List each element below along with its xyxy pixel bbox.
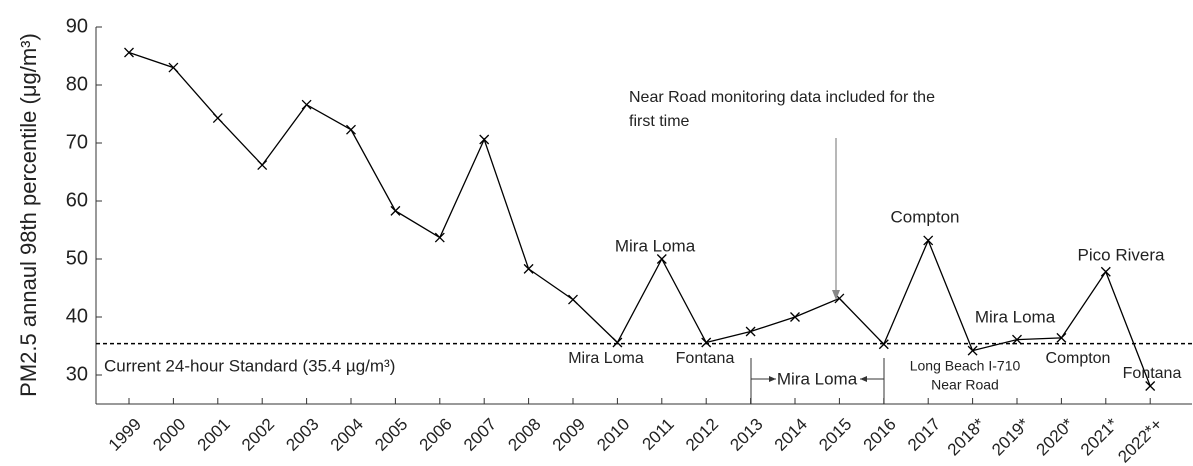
annotation: Long Beach I-710 <box>910 358 1021 374</box>
data-marker <box>701 337 712 348</box>
data-marker <box>346 124 356 135</box>
x-tick-label: 2012 <box>682 415 722 455</box>
annotation: Compton <box>1046 350 1111 367</box>
annotation: Near Road monitoring data included for t… <box>629 89 935 106</box>
x-tick-label: 2013 <box>726 415 766 455</box>
y-tick-label: 40 <box>66 305 88 327</box>
x-tick-label: 2005 <box>371 415 411 455</box>
y-tick-label: 60 <box>66 189 88 211</box>
annotation: Compton <box>891 207 960 226</box>
data-marker <box>656 254 667 264</box>
bracket-arrow <box>769 376 776 382</box>
x-tick-label: 2004 <box>327 415 367 455</box>
x-tick-label: 2010 <box>593 415 633 455</box>
annotation: Near Road <box>931 377 999 393</box>
annotation: Mira Loma <box>615 236 696 255</box>
y-tick-label: 70 <box>66 131 88 153</box>
y-tick-label: 50 <box>66 247 88 269</box>
data-marker <box>790 312 800 322</box>
data-marker <box>1100 266 1111 277</box>
data-marker <box>257 160 268 170</box>
data-marker <box>523 263 534 274</box>
data-marker <box>479 134 490 145</box>
x-tick-label: 2020* <box>1033 414 1078 459</box>
x-tick-label: 2015 <box>815 415 855 455</box>
data-marker <box>923 235 934 246</box>
data-marker <box>1145 381 1156 391</box>
annotation: Mira Loma <box>975 307 1056 326</box>
data-marker <box>745 326 756 337</box>
data-marker <box>434 232 445 243</box>
data-marker <box>612 337 623 348</box>
y-tick-label: 90 <box>66 15 88 37</box>
x-tick-label: 2011 <box>639 415 678 454</box>
annotation: Fontana <box>1123 365 1182 382</box>
x-tick-label: 2007 <box>460 415 500 455</box>
y-axis-title: PM2.5 annaul 98th percentile (μg/m³) <box>16 33 41 397</box>
x-tick-label: 2009 <box>549 415 589 455</box>
data-marker <box>390 205 401 216</box>
data-marker <box>212 113 223 124</box>
data-marker <box>967 345 978 356</box>
annotation: Fontana <box>676 350 735 367</box>
x-tick-label: 2002 <box>238 415 278 455</box>
y-tick-label: 30 <box>66 363 88 385</box>
x-tick-label: 2022*+ <box>1114 415 1166 466</box>
annotation: Mira Loma <box>777 369 858 388</box>
x-tick-label: 2008 <box>504 415 544 455</box>
standard-label: Current 24-hour Standard (35.4 µg/m³) <box>104 356 395 375</box>
x-tick-label: 2016 <box>860 415 900 455</box>
data-marker <box>568 294 578 305</box>
data-marker <box>301 99 312 110</box>
annotation: Mira Loma <box>568 350 644 367</box>
x-tick-label: 1999 <box>105 415 145 455</box>
data-marker <box>168 62 179 73</box>
arrow-head <box>832 290 840 300</box>
x-tick-label: 2017 <box>904 415 944 455</box>
data-marker <box>1056 332 1067 343</box>
data-marker <box>878 339 889 350</box>
x-tick-label: 2019* <box>988 414 1033 459</box>
x-tick-label: 2018* <box>944 414 989 459</box>
x-tick-label: 2001 <box>194 415 234 455</box>
bracket-arrow <box>860 376 867 382</box>
x-tick-label: 2000 <box>149 415 189 455</box>
annotation: first time <box>629 113 690 130</box>
x-tick-label: 2003 <box>282 415 322 455</box>
x-tick-label: 2006 <box>416 415 456 455</box>
data-line <box>128 51 1151 387</box>
x-tick-label: 2014 <box>771 415 811 455</box>
y-tick-label: 80 <box>66 73 88 95</box>
data-marker <box>1012 334 1022 345</box>
data-marker <box>124 47 134 58</box>
annotation: Pico Rivera <box>1078 245 1165 264</box>
